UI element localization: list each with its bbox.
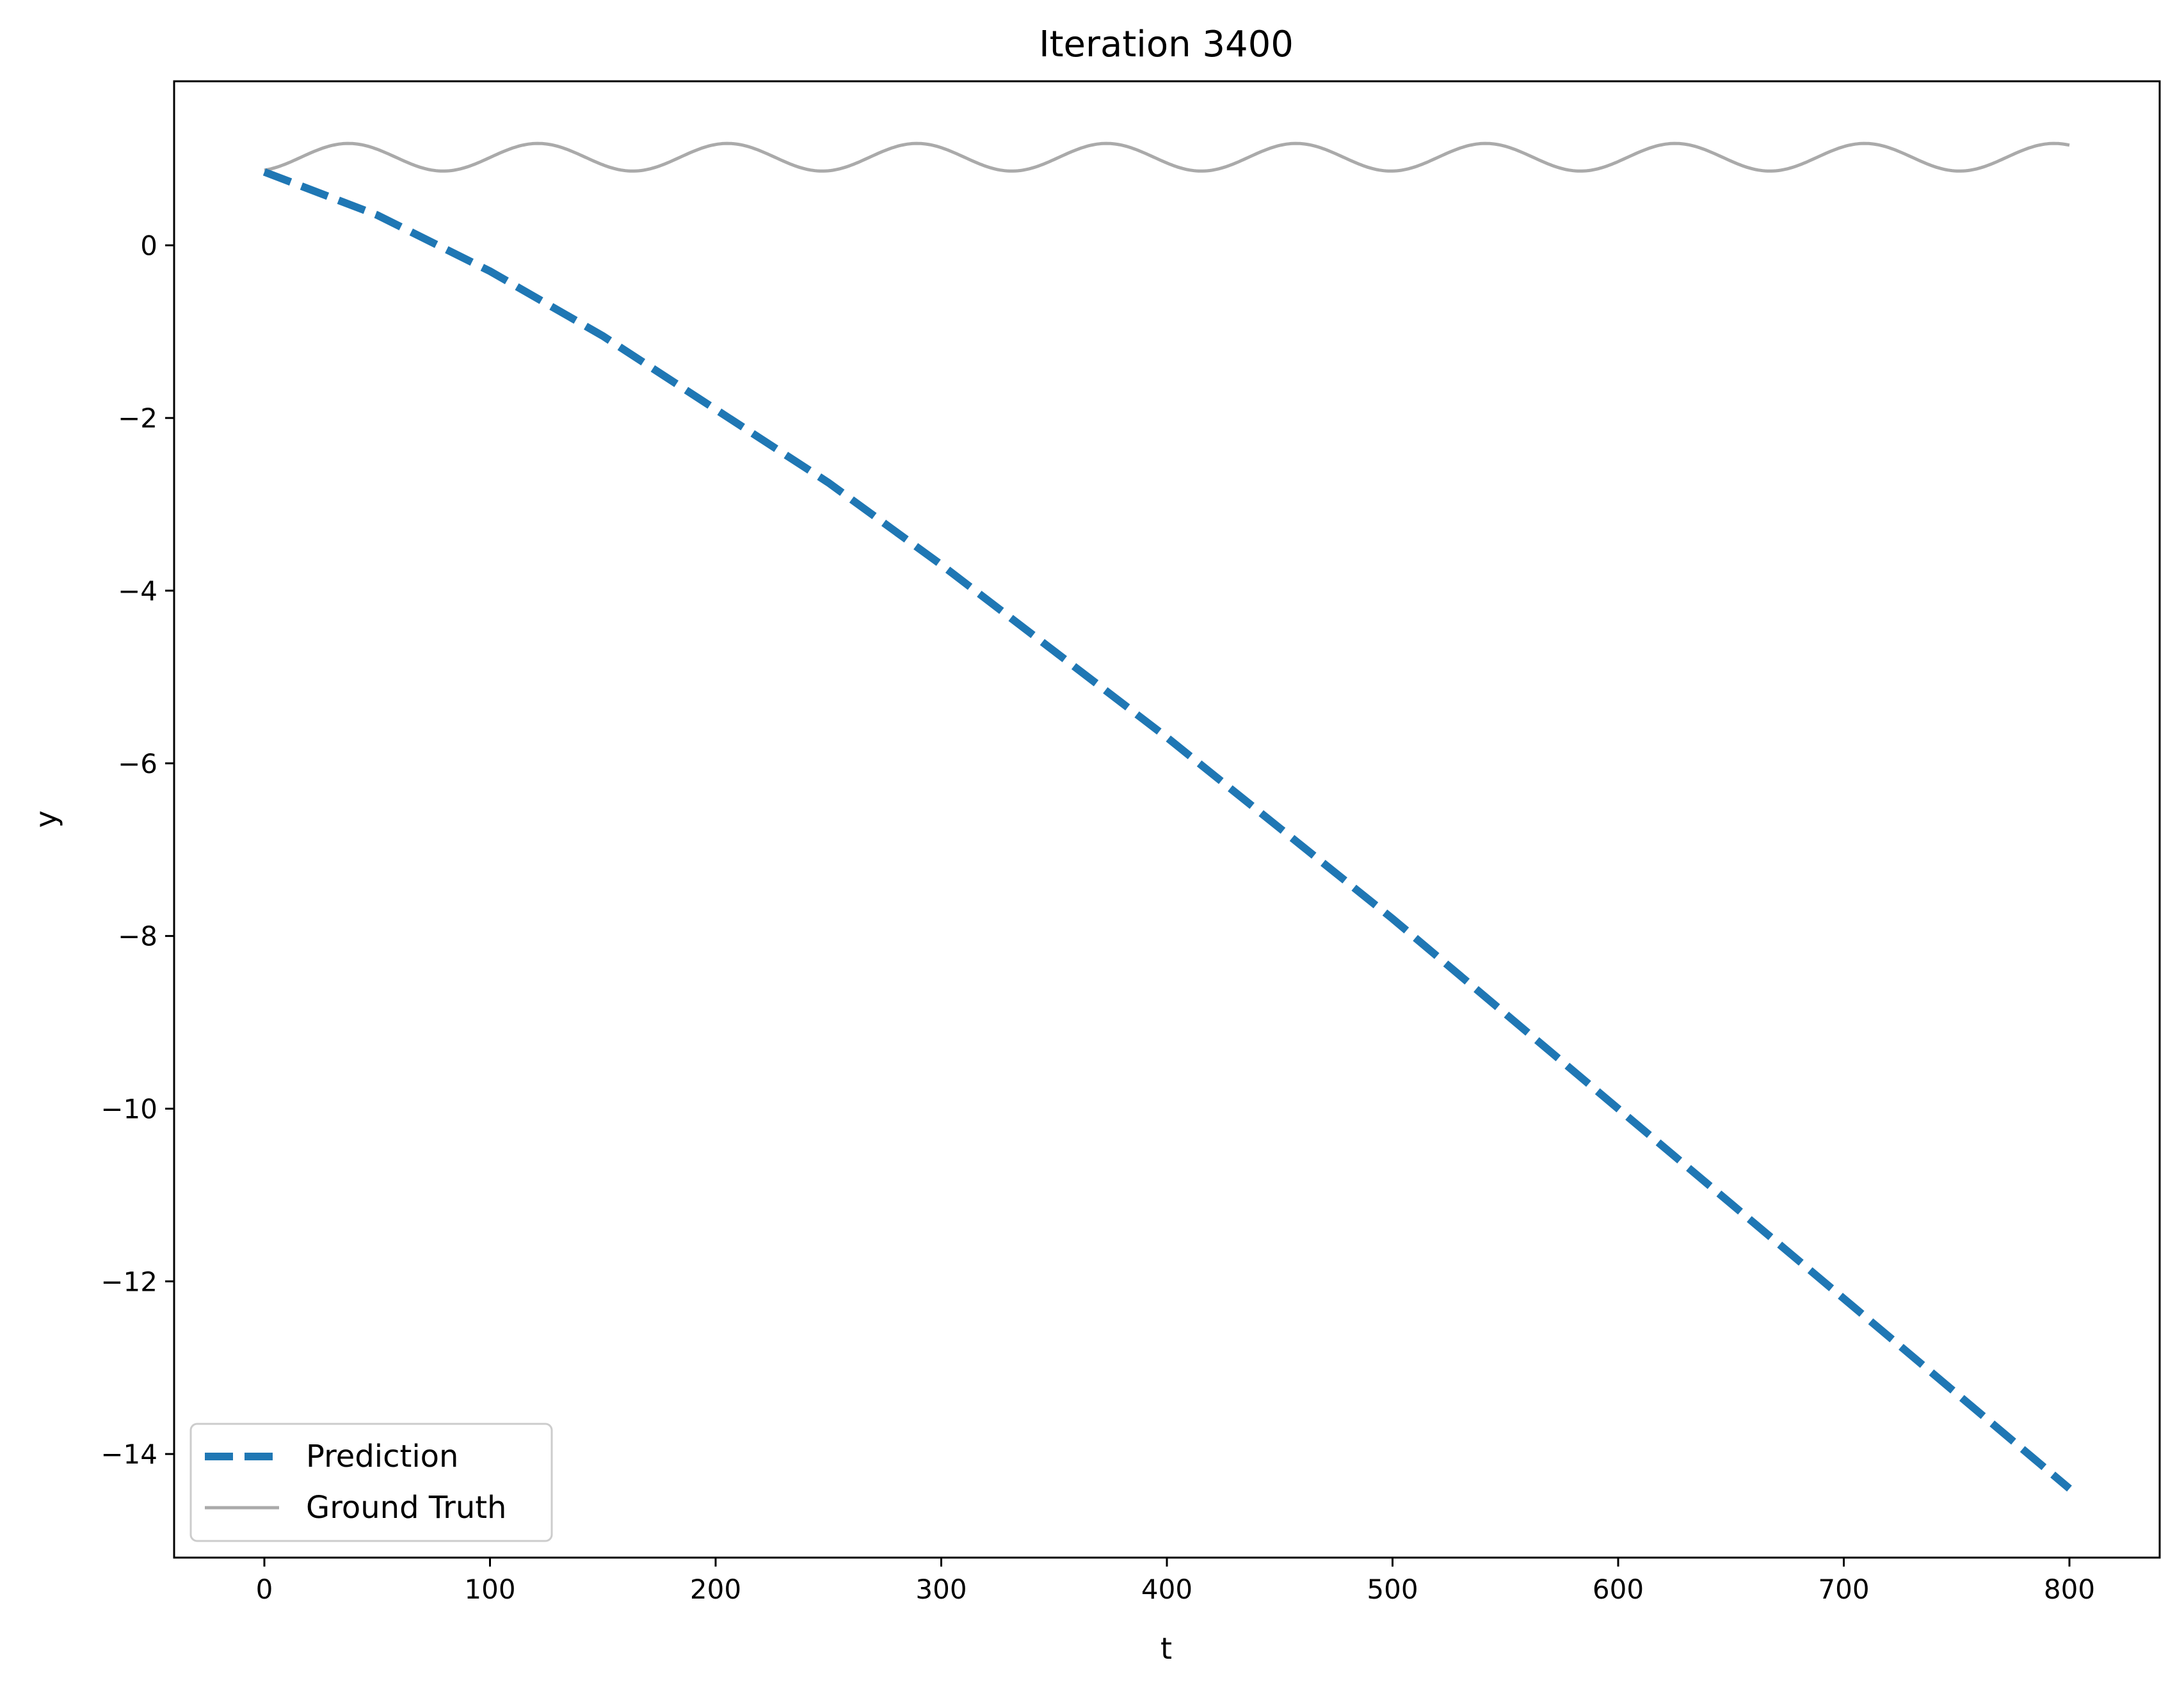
x-tick-label-200: 200 [690, 1574, 741, 1605]
plot-frame [173, 80, 2161, 1559]
x-tick-label-0: 0 [256, 1574, 273, 1605]
y-tick-label--6: −6 [118, 748, 157, 779]
legend-label-prediction: Prediction [306, 1439, 458, 1474]
x-tick-label-700: 700 [1818, 1574, 1869, 1605]
y-tick-label--10: −10 [100, 1093, 157, 1124]
x-tick-label-100: 100 [464, 1574, 515, 1605]
y-tick-label--4: −4 [118, 575, 157, 607]
plot-area [262, 141, 2072, 1492]
y-axis: 0 −2 −4 −6 −8 −10 −12 −14 [100, 230, 174, 1470]
y-axis-label: y [29, 810, 63, 827]
x-tick-label-800: 800 [2044, 1574, 2095, 1605]
series-ground-truth-line [264, 141, 2070, 173]
y-tick-label--12: −12 [100, 1266, 157, 1297]
chart-title: Iteration 3400 [1039, 24, 1294, 65]
series-prediction-line [262, 168, 2072, 1492]
x-tick-label-600: 600 [1593, 1574, 1644, 1605]
x-axis: 0 100 200 300 400 500 600 700 800 [256, 1558, 2095, 1605]
y-tick-label--2: −2 [118, 403, 157, 434]
legend: Prediction Ground Truth [189, 1423, 553, 1542]
x-axis-label: t [1160, 1631, 1172, 1666]
y-tick-label--8: −8 [118, 921, 157, 952]
x-tick-label-500: 500 [1367, 1574, 1418, 1605]
y-tick-label--14: −14 [100, 1439, 157, 1470]
legend-box [189, 1423, 553, 1542]
x-tick-label-400: 400 [1141, 1574, 1192, 1605]
x-tick-label-300: 300 [915, 1574, 967, 1605]
legend-label-ground-truth: Ground Truth [306, 1490, 506, 1526]
y-tick-label-0: 0 [140, 230, 157, 261]
